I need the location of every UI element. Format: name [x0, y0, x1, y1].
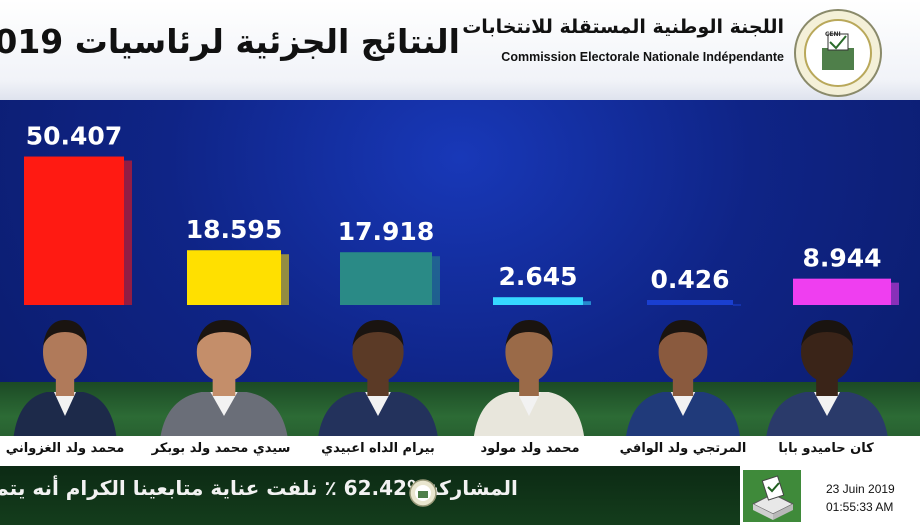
candidate-name-6: كان حاميدو بابا: [778, 441, 874, 456]
candidate-name-4: محمد ولد مولود: [480, 441, 580, 456]
bar-value-label-2: 18.595: [186, 215, 282, 244]
org-name-arabic: اللجنة الوطنية المستقلة للانتخابات: [462, 16, 784, 38]
page-title: النتائج الجزئية لرئاسيات 2019: [0, 22, 460, 61]
bar-value-label-3: 17.918: [338, 217, 434, 246]
candidate-photo-3: [318, 320, 438, 436]
candidate-photo-6: [766, 320, 888, 436]
bar-value-label-4: 2.645: [498, 262, 577, 291]
bar-3: [340, 252, 432, 305]
candidate-photo-2: [160, 320, 288, 436]
time-readout: 01:55:33 AM: [826, 500, 894, 514]
ceni-seal-icon: CENI: [794, 9, 882, 97]
ticker-seal-icon: [409, 479, 437, 507]
bar-6: [793, 278, 891, 305]
candidate-photo-4: [473, 320, 585, 436]
bar-1: [24, 156, 124, 305]
header-banner: النتائج الجزئية لرئاسيات 2019 اللجنة الو…: [0, 0, 920, 100]
bar-5: [647, 300, 733, 305]
bar-value-label-6: 8.944: [802, 244, 881, 273]
candidate-photo-5: [626, 320, 740, 436]
candidate-name-3: بيرام الداه اعبيدي: [321, 441, 435, 456]
bar-side-1: [124, 160, 132, 305]
bar-side-3: [432, 256, 440, 305]
bar-side-5: [733, 304, 741, 306]
bar-side-2: [281, 254, 289, 305]
candidate-photo-1: [13, 320, 117, 436]
ticker-text: المشاركة%62.42 ٪ نلفت عناية متابعينا الك…: [0, 476, 518, 500]
news-ticker: المشاركة%62.42 ٪ نلفت عناية متابعينا الك…: [0, 466, 740, 525]
ballot-box-icon: [743, 470, 801, 522]
bar-side-4: [583, 301, 591, 305]
candidate-name-2: سيدي محمد ولد بوبكر: [151, 441, 291, 456]
names-bar: [0, 436, 920, 466]
svg-text:CENI: CENI: [825, 31, 841, 38]
bar-value-label-5: 0.426: [650, 265, 729, 294]
date-readout: 23 Juin 2019: [826, 482, 895, 496]
bar-4: [493, 297, 583, 305]
org-name-french: Commission Electorale Nationale Indépend…: [501, 50, 784, 64]
bar-side-6: [891, 282, 899, 305]
bar-value-label-1: 50.407: [26, 122, 122, 151]
candidate-name-5: المرتجي ولد الوافي: [619, 441, 747, 456]
bar-2: [187, 250, 281, 305]
photo-band: [0, 382, 920, 440]
candidate-name-1: محمد ولد الغزواني: [5, 441, 125, 456]
